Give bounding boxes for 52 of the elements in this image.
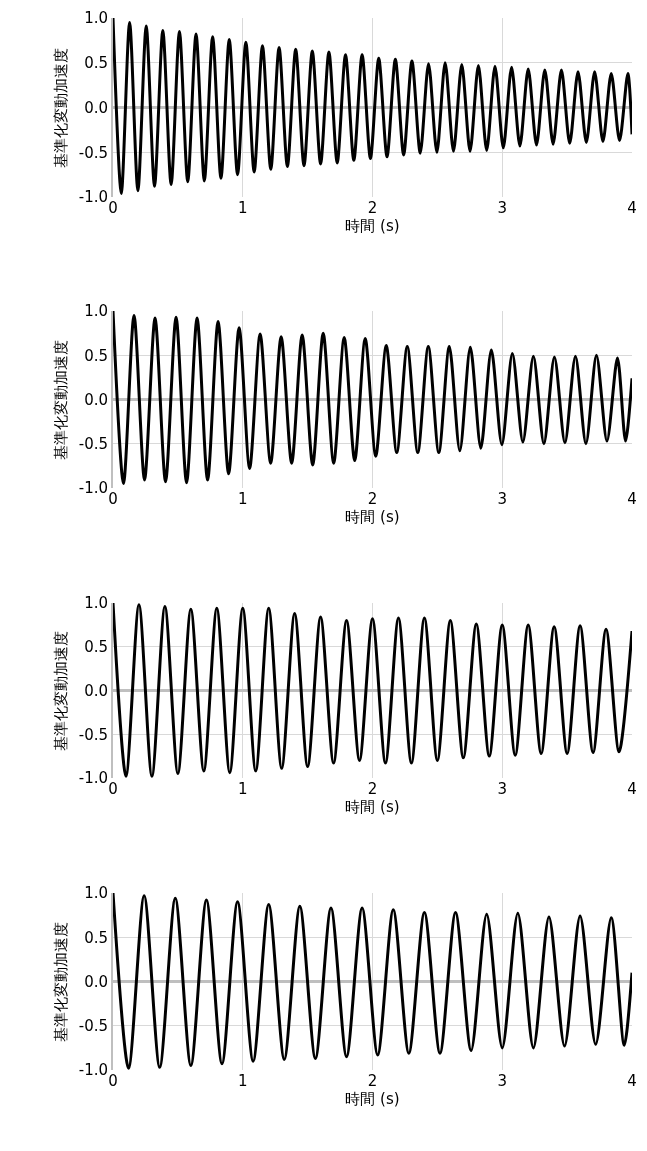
- y-tick-label: -1.0: [78, 479, 108, 498]
- y-axis-title: 基準化変動加速度: [52, 47, 71, 168]
- x-tick-label: 4: [627, 780, 637, 798]
- x-tick-label: 0: [108, 1072, 118, 1090]
- y-tick-label: -0.5: [78, 725, 108, 744]
- y-tick-label: 0.0: [84, 972, 108, 991]
- y-tick-label: 0.0: [84, 98, 108, 117]
- x-axis-title: 時間 (s): [345, 1090, 400, 1108]
- y-tick-label: -0.5: [78, 435, 108, 453]
- x-tick-label: 4: [627, 199, 637, 217]
- x-tick-label: 3: [497, 490, 508, 508]
- x-tick-label: 1: [237, 1072, 248, 1090]
- y-axis-title: 基準化変動加速度: [52, 339, 71, 460]
- y-tick-label: 0.5: [84, 928, 108, 947]
- y-tick-label: -1.0: [78, 1061, 108, 1080]
- x-tick-label: 2: [367, 780, 378, 798]
- x-tick-label: 0: [108, 199, 118, 217]
- x-tick-label: 1: [237, 780, 248, 798]
- line-series: [113, 603, 632, 778]
- x-axis-title: 時間 (s): [345, 798, 400, 816]
- y-tick-label: -1.0: [78, 188, 108, 207]
- x-tick-label: 4: [627, 1072, 637, 1090]
- y-tick-label: 0.5: [84, 54, 108, 72]
- y-tick-label: 1.0: [84, 594, 108, 613]
- line-series: [113, 311, 632, 486]
- x-tick-label: 0: [108, 780, 118, 798]
- y-axis-title: 基準化変動加速度: [52, 630, 71, 751]
- x-tick-label: 1: [237, 490, 248, 508]
- y-tick-label: 0.5: [84, 638, 108, 656]
- y-tick-label: -0.5: [78, 143, 108, 162]
- x-tick-label: 3: [497, 780, 508, 798]
- line-series: [113, 18, 632, 195]
- y-tick-label: -0.5: [78, 1017, 108, 1035]
- x-tick-label: 2: [367, 490, 378, 508]
- y-tick-label: 1.0: [84, 884, 108, 903]
- x-tick-label: 1: [237, 199, 248, 217]
- y-tick-label: 1.0: [84, 9, 108, 28]
- x-tick-label: 3: [497, 199, 508, 217]
- y-tick-label: 0.5: [84, 346, 108, 365]
- x-tick-label: 0: [108, 490, 118, 508]
- y-tick-label: 0.0: [84, 681, 108, 700]
- y-axis-title: 基準化変動加速度: [52, 921, 71, 1042]
- x-axis-title: 時間 (s): [345, 508, 400, 526]
- x-tick-label: 4: [627, 490, 637, 508]
- y-tick-label: 0.0: [84, 390, 108, 409]
- line-series: [113, 893, 632, 1070]
- x-axis-title: 時間 (s): [345, 217, 400, 235]
- y-tick-label: -1.0: [78, 769, 108, 788]
- x-tick-label: 2: [367, 199, 378, 217]
- y-tick-label: 1.0: [84, 302, 108, 321]
- x-tick-label: 3: [497, 1072, 508, 1090]
- x-tick-label: 2: [367, 1072, 378, 1090]
